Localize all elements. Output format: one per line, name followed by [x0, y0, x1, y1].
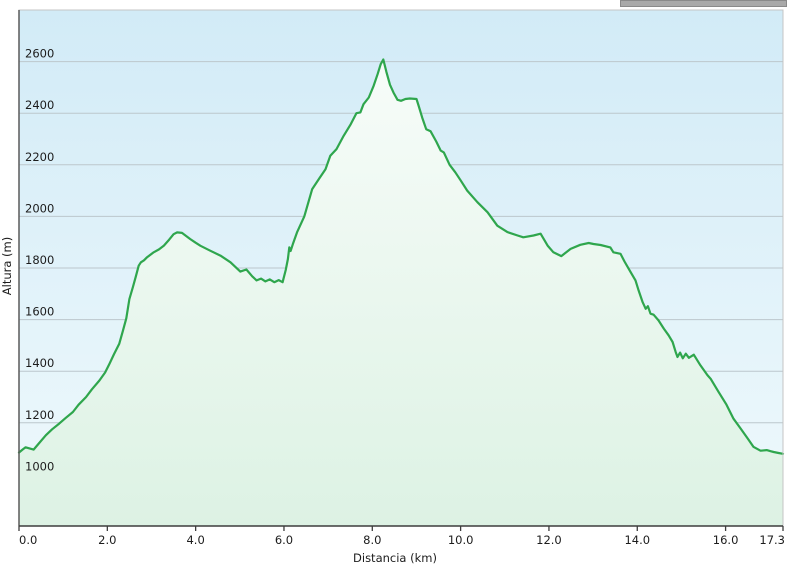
series-group — [17, 58, 785, 526]
elevation-area — [19, 59, 783, 526]
x-tick-label: 2.0 — [98, 533, 116, 547]
y-tick-label: 1000 — [25, 459, 54, 473]
x-tick-marks — [18, 526, 784, 531]
scrollbar-thumb-fragment[interactable] — [620, 0, 787, 7]
y-tick-label: 2400 — [25, 98, 54, 112]
y-tick-label: 1200 — [25, 408, 54, 422]
x-tick-label: 6.0 — [275, 533, 293, 547]
y-tick-labels: 1000 1200 1400 1600 1800 2000 2200 2400 2600 — [25, 47, 54, 474]
y-tick-label: 2600 — [25, 47, 54, 61]
x-axis-title: Distancia (km) — [353, 551, 437, 565]
x-tick-label: 12.0 — [536, 533, 562, 547]
y-axis-title: Altura (m) — [0, 237, 14, 295]
y-tick-label: 1600 — [25, 305, 54, 319]
y-tick-label: 2200 — [25, 150, 54, 164]
y-tick-label: 1800 — [25, 253, 54, 267]
x-tick-label: 4.0 — [186, 533, 204, 547]
y-tick-label: 1400 — [25, 356, 54, 370]
y-tick-label: 2000 — [25, 201, 54, 215]
x-tick-label: 0.0 — [19, 533, 37, 547]
x-tick-label: 16.0 — [713, 533, 739, 547]
x-tick-label: 17.3 — [759, 533, 785, 547]
x-tick-labels: 0.0 2.0 4.0 6.0 8.0 10.0 12.0 14.0 16.0 17.3 — [19, 533, 785, 547]
x-tick-label: 14.0 — [624, 533, 650, 547]
x-tick-label: 10.0 — [448, 533, 474, 547]
elevation-line[interactable] — [17, 58, 785, 455]
x-tick-label: 8.0 — [363, 533, 381, 547]
